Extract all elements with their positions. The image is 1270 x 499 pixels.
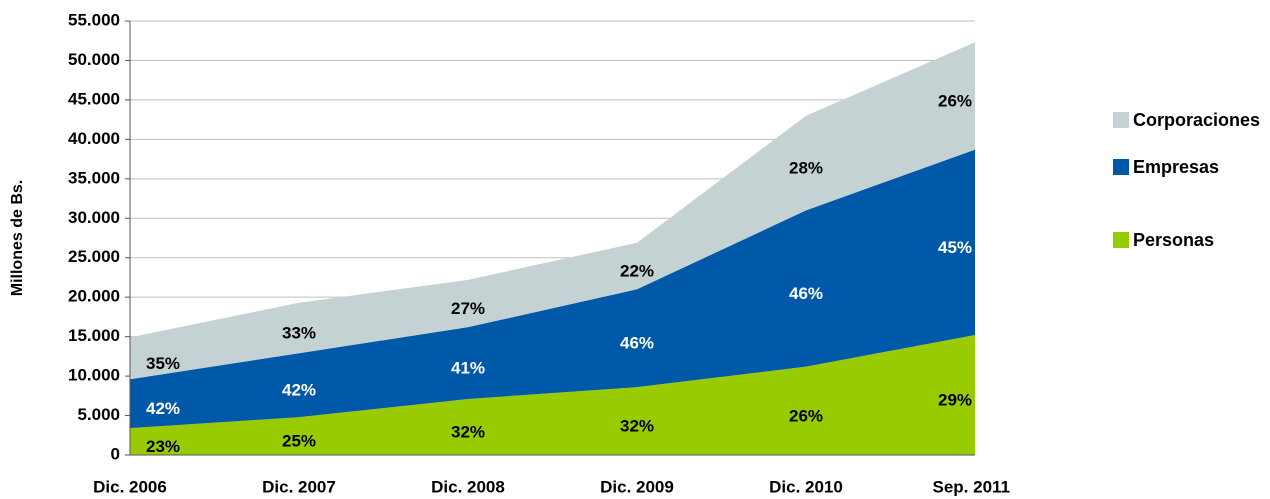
share-label: 22% — [620, 261, 654, 280]
share-label: 32% — [620, 417, 654, 436]
y-tick-label: 55.000 — [68, 10, 120, 29]
share-label: 26% — [938, 91, 972, 110]
y-tick-label: 10.000 — [68, 366, 120, 385]
y-tick-label: 50.000 — [68, 50, 120, 69]
share-label: 35% — [146, 354, 180, 373]
legend-label: Empresas — [1133, 157, 1219, 177]
x-tick-label: Dic. 2010 — [769, 477, 843, 496]
share-label: 32% — [451, 422, 485, 441]
y-tick-label: 25.000 — [68, 247, 120, 266]
share-label: 46% — [789, 284, 823, 303]
legend-swatch — [1113, 232, 1129, 248]
y-tick-label: 5.000 — [77, 405, 120, 424]
share-label: 33% — [282, 323, 316, 342]
legend-label: Corporaciones — [1133, 110, 1260, 130]
share-label: 25% — [282, 432, 316, 451]
x-tick-label: Dic. 2007 — [262, 477, 336, 496]
y-tick-label: 15.000 — [68, 326, 120, 345]
area — [130, 149, 975, 429]
y-tick-label: 45.000 — [68, 89, 120, 108]
share-label: 46% — [620, 334, 654, 353]
share-label: 27% — [451, 299, 485, 318]
x-tick-label: Dic. 2008 — [431, 477, 505, 496]
legend-label: Personas — [1133, 230, 1214, 250]
x-tick-label: Dic. 2009 — [600, 477, 674, 496]
y-tick-label: 0 — [111, 444, 120, 463]
share-label: 28% — [789, 159, 823, 178]
share-label: 42% — [146, 399, 180, 418]
area — [130, 335, 975, 455]
y-tick-label: 35.000 — [68, 168, 120, 187]
y-tick-label: 40.000 — [68, 129, 120, 148]
y-tick-label: 20.000 — [68, 287, 120, 306]
share-label: 42% — [282, 381, 316, 400]
y-tick-label: 30.000 — [68, 208, 120, 227]
legend-swatch — [1113, 112, 1129, 128]
share-label: 45% — [938, 238, 972, 257]
y-axis-label: Millones de Bs. — [9, 180, 26, 296]
share-label: 41% — [451, 359, 485, 378]
share-label: 29% — [938, 391, 972, 410]
legend-swatch — [1113, 159, 1129, 175]
x-tick-label: Dic. 2006 — [93, 477, 167, 496]
x-tick-label: Sep. 2011 — [932, 477, 1010, 496]
share-label: 26% — [789, 406, 823, 425]
share-label: 23% — [146, 437, 180, 456]
area — [130, 42, 975, 380]
